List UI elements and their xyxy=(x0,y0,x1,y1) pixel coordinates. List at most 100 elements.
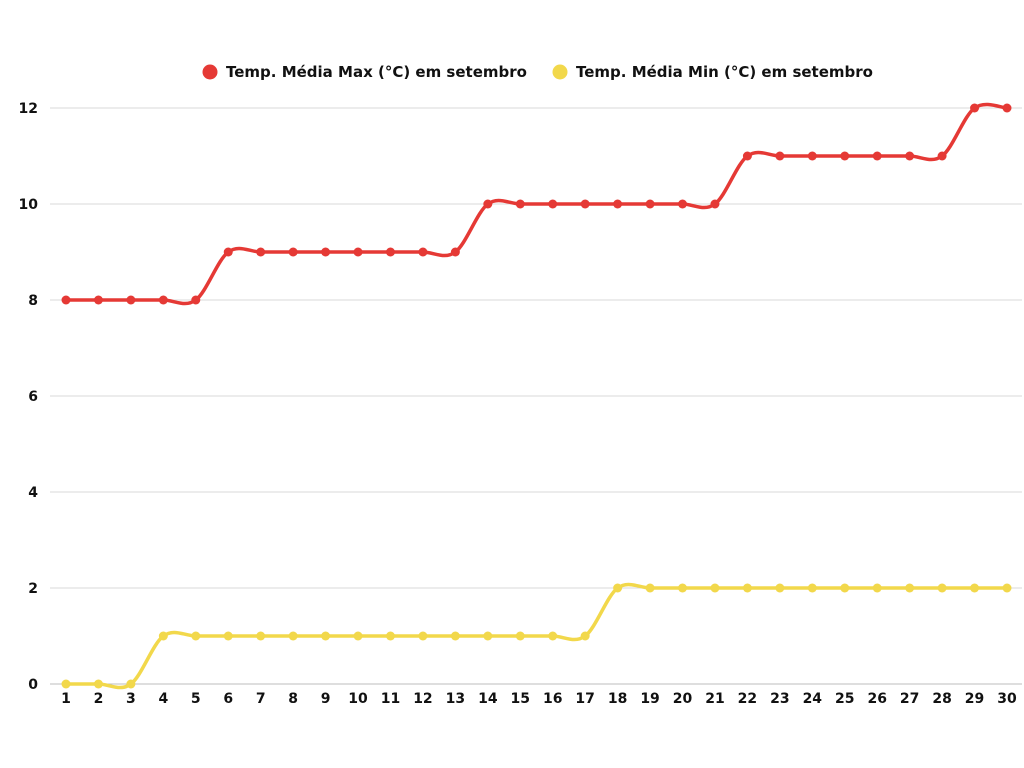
x-tick-label: 24 xyxy=(803,691,823,707)
x-tick-label: 15 xyxy=(511,691,530,707)
data-point xyxy=(905,583,915,593)
data-point xyxy=(256,247,266,257)
data-point xyxy=(515,631,525,641)
x-tick-label: 11 xyxy=(381,691,400,707)
data-point xyxy=(353,247,363,257)
legend-label: Temp. Média Min (°C) em setembro xyxy=(576,63,873,81)
legend-marker xyxy=(202,64,218,80)
data-point xyxy=(645,583,655,593)
data-point xyxy=(191,631,201,641)
x-tick-label: 5 xyxy=(191,691,201,707)
data-point xyxy=(807,583,817,593)
series-1 xyxy=(61,102,1012,306)
data-point xyxy=(61,295,71,305)
data-point xyxy=(710,583,720,593)
data-point xyxy=(613,199,623,209)
legend-item: Temp. Média Max (°C) em setembro xyxy=(202,63,527,81)
data-point xyxy=(645,199,655,209)
data-point xyxy=(353,631,363,641)
x-tick-label: 19 xyxy=(640,691,659,707)
x-tick-label: 2 xyxy=(94,691,104,707)
series-line xyxy=(64,582,1009,690)
x-tick-label: 6 xyxy=(223,691,233,707)
legend-item: Temp. Média Min (°C) em setembro xyxy=(552,63,873,81)
data-point xyxy=(548,631,558,641)
data-point xyxy=(515,199,525,209)
data-point xyxy=(742,151,752,161)
y-tick-label: 10 xyxy=(19,197,39,213)
data-point xyxy=(580,631,590,641)
x-tick-label: 27 xyxy=(900,691,919,707)
x-tick-label: 23 xyxy=(770,691,789,707)
data-point xyxy=(321,247,331,257)
data-point xyxy=(288,631,298,641)
x-tick-label: 14 xyxy=(478,691,498,707)
x-tick-label: 18 xyxy=(608,691,627,707)
y-tick-label: 0 xyxy=(28,677,38,693)
data-point xyxy=(710,199,720,209)
legend: Temp. Média Max (°C) em setembro Temp. Mé… xyxy=(202,63,873,81)
data-point xyxy=(223,247,233,257)
y-tick-label: 4 xyxy=(28,485,38,501)
data-point xyxy=(548,199,558,209)
x-tick-label: 9 xyxy=(321,691,331,707)
data-point xyxy=(678,199,688,209)
x-tick-label: 8 xyxy=(288,691,298,707)
x-tick-label: 22 xyxy=(738,691,757,707)
x-tick-label: 17 xyxy=(575,691,594,707)
data-point xyxy=(288,247,298,257)
data-point xyxy=(840,151,850,161)
data-point xyxy=(321,631,331,641)
data-point xyxy=(905,151,915,161)
x-tick-label: 21 xyxy=(705,691,724,707)
x-tick-label: 29 xyxy=(965,691,984,707)
data-point xyxy=(126,295,136,305)
x-tick-label: 25 xyxy=(835,691,854,707)
legend-label: Temp. Média Max (°C) em setembro xyxy=(226,63,527,81)
data-point xyxy=(450,247,460,257)
y-tick-label: 12 xyxy=(19,101,38,117)
data-point xyxy=(580,199,590,209)
y-tick-label: 2 xyxy=(28,581,38,597)
series-2 xyxy=(61,582,1012,690)
data-point xyxy=(385,631,395,641)
legend-marker xyxy=(552,64,568,80)
gridlines xyxy=(50,107,1022,685)
data-point xyxy=(450,631,460,641)
data-point xyxy=(1002,103,1012,113)
data-point xyxy=(191,295,201,305)
data-point xyxy=(678,583,688,593)
data-point xyxy=(93,295,103,305)
x-tick-label: 30 xyxy=(997,691,1017,707)
data-point xyxy=(742,583,752,593)
data-point xyxy=(775,151,785,161)
data-point xyxy=(840,583,850,593)
x-tick-label: 26 xyxy=(867,691,886,707)
data-point xyxy=(483,631,493,641)
x-tick-label: 1 xyxy=(61,691,71,707)
data-point xyxy=(937,583,947,593)
x-tick-label: 7 xyxy=(256,691,266,707)
y-tick-label: 8 xyxy=(28,293,38,309)
data-point xyxy=(256,631,266,641)
data-point xyxy=(418,247,428,257)
x-tick-label: 13 xyxy=(446,691,465,707)
data-point xyxy=(61,679,71,689)
data-point xyxy=(418,631,428,641)
x-tick-label: 3 xyxy=(126,691,136,707)
data-point xyxy=(872,583,882,593)
y-axis-ticks: 0 2 4 6 8 10 12 xyxy=(19,101,39,693)
x-tick-label: 10 xyxy=(348,691,368,707)
data-point xyxy=(970,103,980,113)
data-point xyxy=(93,679,103,689)
x-tick-label: 4 xyxy=(158,691,168,707)
data-point xyxy=(970,583,980,593)
data-point xyxy=(158,631,168,641)
x-tick-label: 16 xyxy=(543,691,562,707)
data-point xyxy=(126,679,136,689)
data-point xyxy=(775,583,785,593)
data-point xyxy=(1002,583,1012,593)
data-point xyxy=(613,583,623,593)
